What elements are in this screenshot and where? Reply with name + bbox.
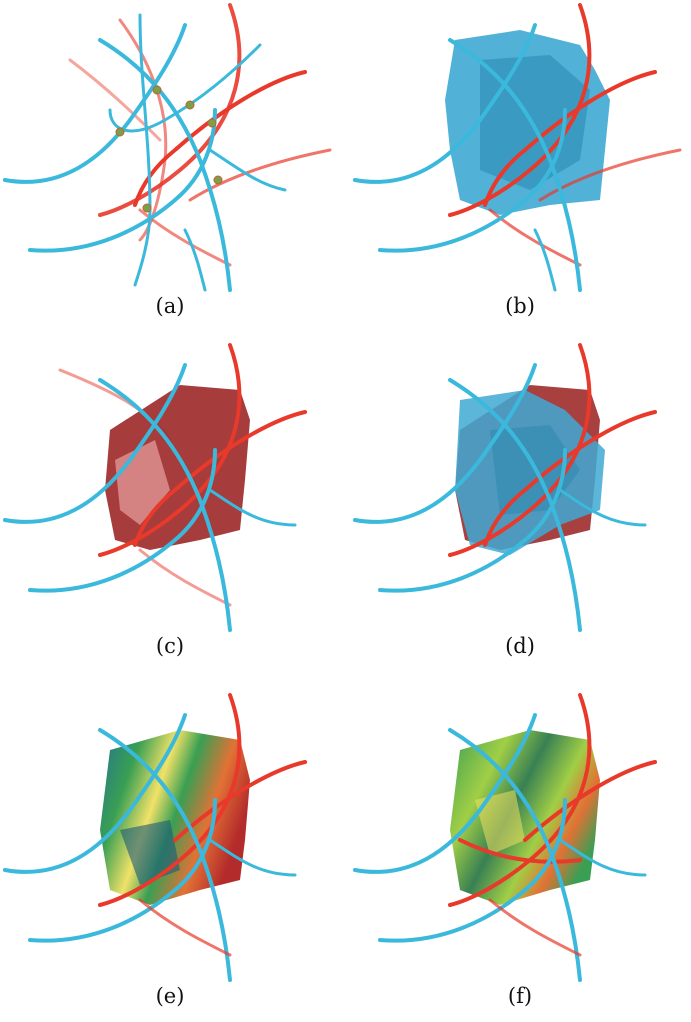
red-curve: [188, 148, 332, 202]
critical-point: [152, 85, 162, 95]
blue-curve: [208, 148, 287, 192]
colormap-surface-light: [475, 790, 525, 855]
streamlines-colormap-surface-plot: [3, 693, 307, 982]
blue-curve: [558, 488, 647, 527]
critical-point: [142, 203, 152, 213]
blue-curve: [378, 108, 567, 253]
red-curve: [538, 148, 682, 202]
panel-f-caption: (f): [507, 984, 533, 1008]
blue-curve: [353, 23, 537, 184]
blue-curve: [108, 43, 262, 133]
blue-curve: [28, 798, 217, 943]
blue-curve: [448, 728, 582, 982]
streamlines-green-colormap-surface-plot: [353, 693, 657, 982]
blue-curve: [533, 228, 557, 292]
panel-c: (c): [0, 340, 340, 670]
blue-curve: [378, 448, 567, 593]
panel-b: (b): [350, 0, 690, 330]
blue-curve: [448, 38, 582, 292]
blue-curve: [98, 728, 232, 982]
blue-curve: [3, 363, 187, 524]
blue-curve: [448, 378, 582, 632]
blue-curve: [208, 838, 297, 877]
streamlines-red-blue-surface-plot: [353, 343, 657, 632]
panel-d: (d): [350, 340, 690, 670]
red-curve: [133, 70, 307, 207]
streamlines-plot: [3, 3, 332, 292]
panel-e-caption: (e): [155, 984, 185, 1008]
blue-curve: [378, 798, 567, 943]
blue-curve: [558, 838, 647, 877]
panel-b-caption: (b): [505, 294, 535, 318]
red-curve: [458, 838, 582, 864]
panel-a-caption: (a): [155, 294, 185, 318]
red-curve: [68, 58, 162, 142]
blue-curve: [28, 448, 217, 593]
blue-curve: [183, 228, 207, 292]
panel-d-caption: (d): [505, 634, 535, 658]
panel-a: (a): [0, 0, 340, 330]
critical-point: [115, 127, 125, 137]
blue-curve: [3, 23, 187, 184]
critical-point: [213, 175, 223, 185]
panel-e: (e): [0, 690, 340, 1020]
blue-curve: [3, 713, 187, 874]
red-curve: [483, 410, 657, 547]
red-curve: [138, 898, 232, 957]
critical-point: [207, 118, 217, 128]
panel-f: (f): [350, 690, 690, 1020]
blue-curve: [98, 378, 232, 632]
critical-point: [185, 100, 195, 110]
blue-curve: [98, 38, 232, 292]
blue-curve: [133, 13, 152, 287]
blue-curve: [208, 488, 297, 527]
streamlines-red-surface-plot: [3, 343, 307, 632]
colormap-surface-shade: [120, 820, 180, 885]
blue-curve: [353, 363, 537, 524]
panel-c-caption: (c): [155, 634, 185, 658]
red-curve: [483, 70, 657, 207]
blue-curve: [353, 713, 537, 874]
red-curve: [488, 898, 582, 957]
red-curve: [133, 410, 307, 547]
blue-curve: [28, 108, 217, 253]
streamlines-blue-surface-plot: [353, 3, 682, 292]
